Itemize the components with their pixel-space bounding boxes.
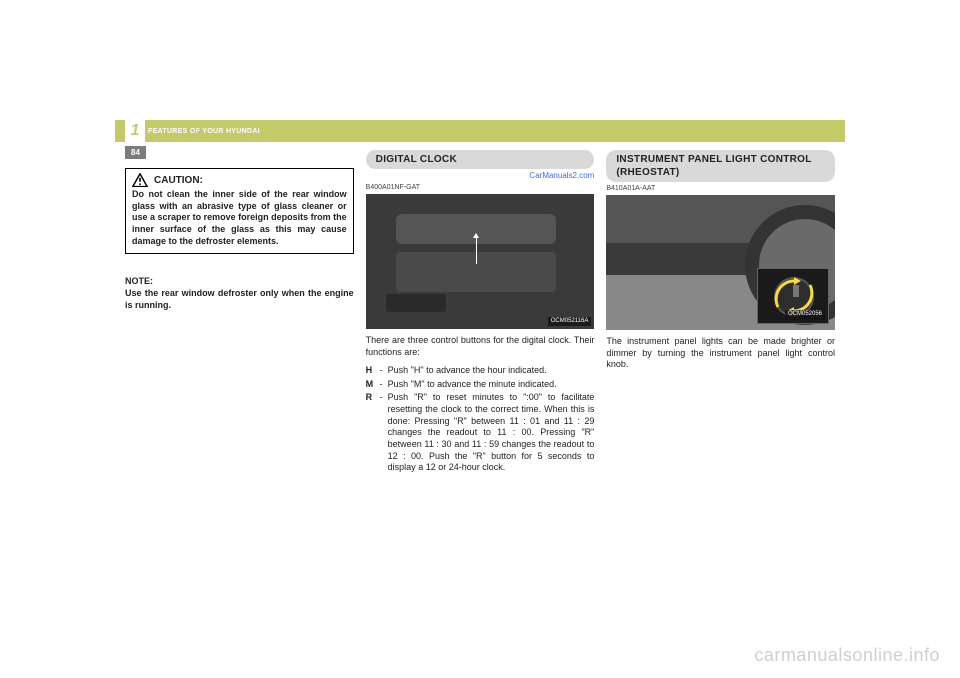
- chapter-number: 1: [125, 120, 145, 142]
- rheostat-body: The instrument panel lights can be made …: [606, 336, 835, 371]
- code-label: B400A01NF-GAT: [366, 183, 595, 192]
- dash-buttons-shape: [386, 294, 446, 312]
- columns: CAUTION: Do not clean the inner side of …: [125, 150, 835, 555]
- manual-page: 1 FEATURES OF YOUR HYUNDAI 84 CAUTION: D…: [115, 120, 845, 560]
- list-dash: -: [380, 379, 388, 391]
- note-block: NOTE: Use the rear window defroster only…: [125, 276, 354, 311]
- column-2: DIGITAL CLOCK CarManuals2.com B400A01NF-…: [366, 150, 595, 555]
- photo-tag: OCM052116A: [548, 317, 592, 327]
- column-1: CAUTION: Do not clean the inner side of …: [125, 150, 354, 555]
- rheostat-inset: OCM052056: [757, 268, 829, 324]
- section-title-digital-clock: DIGITAL CLOCK: [366, 150, 595, 169]
- photo-tag: OCM052056: [785, 310, 825, 320]
- chapter-title: FEATURES OF YOUR HYUNDAI: [148, 128, 260, 135]
- header-band: 1 FEATURES OF YOUR HYUNDAI: [115, 120, 845, 142]
- caution-title: CAUTION:: [154, 174, 203, 187]
- list-key-r: R: [366, 392, 380, 474]
- list-dash: -: [380, 365, 388, 377]
- list-item: R - Push "R" to reset minutes to ":00" t…: [366, 392, 595, 474]
- clock-button-list: H - Push "H" to advance the hour indicat…: [366, 365, 595, 474]
- column-3: INSTRUMENT PANEL LIGHT CONTROL (RHEOSTAT…: [606, 150, 835, 555]
- list-text-m: Push "M" to advance the minute indicated…: [388, 379, 595, 391]
- caution-box: CAUTION: Do not clean the inner side of …: [125, 168, 354, 254]
- warning-triangle-icon: [132, 173, 148, 187]
- section-title-rheostat: INSTRUMENT PANEL LIGHT CONTROL (RHEOSTAT…: [606, 150, 835, 182]
- code-label: B410A01A-AAT: [606, 184, 835, 193]
- clock-intro: There are three control buttons for the …: [366, 335, 595, 358]
- list-text-r: Push "R" to reset minutes to ":00" to fa…: [388, 392, 595, 474]
- list-text-h: Push "H" to advance the hour indicated.: [388, 365, 595, 377]
- rheostat-photo: OCM052056: [606, 195, 835, 330]
- watermark-link: CarManuals2.com: [366, 171, 595, 181]
- list-key-h: H: [366, 365, 380, 377]
- list-dash: -: [380, 392, 388, 474]
- callout-pointer: [476, 234, 477, 264]
- caution-body: Do not clean the inner side of the rear …: [132, 189, 347, 247]
- note-body: Use the rear window defroster only when …: [125, 288, 354, 311]
- footer-watermark: carmanualsonline.info: [754, 645, 940, 666]
- list-item: M - Push "M" to advance the minute indic…: [366, 379, 595, 391]
- list-item: H - Push "H" to advance the hour indicat…: [366, 365, 595, 377]
- list-key-m: M: [366, 379, 380, 391]
- caution-title-row: CAUTION:: [132, 173, 347, 187]
- note-title: NOTE:: [125, 276, 354, 288]
- digital-clock-photo: OCM052116A: [366, 194, 595, 329]
